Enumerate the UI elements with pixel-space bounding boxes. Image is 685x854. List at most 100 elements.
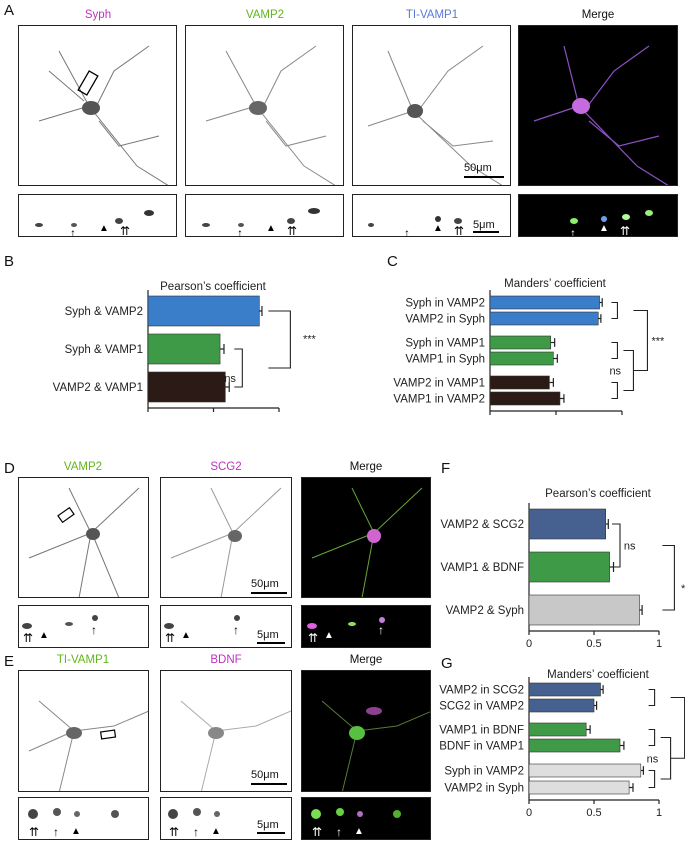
d-merge-neuron (311, 487, 423, 597)
svg-text:↑: ↑ (237, 226, 243, 237)
c-bracket-ns (623, 349, 634, 392)
svg-text:▲: ▲ (354, 826, 364, 837)
b-bar-0 (147, 295, 260, 327)
g-chart-title: Manders’ coefficient (547, 669, 649, 681)
panel-label-e: E (4, 653, 15, 670)
svg-text:⇈: ⇈ (169, 825, 179, 839)
e-title-merge: Merge (349, 654, 383, 666)
d-merge-inset: ⇈ ▲ ↑ (301, 605, 431, 648)
svg-text:↑: ↑ (404, 226, 410, 237)
d-scg2-neuron (170, 487, 282, 597)
c-bracket-sig (633, 309, 648, 372)
b-x-tick-label-0: 0 (145, 415, 151, 416)
d-scalebar-inset (257, 642, 285, 644)
a-scalebar-main-label: 50μm (464, 162, 492, 174)
f-label-sig: *** (681, 583, 685, 595)
g-bracket-g3 (648, 769, 656, 789)
g-bracket-ns (660, 736, 672, 780)
b-bracket-sig (268, 310, 291, 369)
f-label-ns: ns (624, 541, 636, 553)
svg-text:▲: ▲ (433, 223, 443, 234)
e-tivamp1-inset-puncta: ⇈ ↑ ▲ (28, 808, 119, 839)
g-bar-0 (528, 682, 601, 697)
g-bar-4 (528, 763, 642, 778)
g-category-label-2: VAMP1 in BDNF (439, 725, 524, 737)
c-category-label-4: VAMP2 in VAMP1 (393, 378, 485, 390)
b-bracket-ns (234, 348, 243, 388)
f-bar-2 (528, 594, 640, 626)
g-bracket-g1 (648, 688, 656, 707)
a-tivamp1-inset-puncta: ↑ ▲ ⇈ (368, 216, 464, 237)
g-bar-5 (528, 780, 630, 795)
g-x-tick-label-0: 0 (526, 807, 532, 819)
c-bar-5 (489, 391, 561, 406)
svg-text:⇈: ⇈ (29, 825, 39, 839)
panel-label-d: D (4, 460, 15, 477)
d-scg2-image: 50μm (160, 477, 292, 598)
svg-text:↑: ↑ (570, 226, 576, 237)
d-title-scg2: SCG2 (210, 461, 242, 473)
d-title-vamp2: VAMP2 (63, 461, 103, 473)
c-bar-1 (489, 311, 599, 326)
c-bracket-g2 (611, 341, 618, 360)
a-merge-inset: ↑ ▲ ⇈ (518, 194, 678, 237)
b-x-tick-label-2: 1 (276, 415, 282, 416)
svg-text:▲: ▲ (39, 630, 49, 641)
d-vamp2-inset: ⇈ ▲ ↑ (18, 605, 149, 648)
svg-text:↑: ↑ (336, 825, 342, 839)
d-scalebar-main (251, 592, 287, 594)
svg-text:↑: ↑ (233, 623, 239, 637)
e-merge-image (301, 670, 431, 792)
d-scg2-inset-puncta: ⇈ ▲ ↑ (164, 615, 240, 645)
svg-text:▲: ▲ (71, 826, 81, 837)
g-bar-3 (528, 738, 621, 753)
d-merge-image (301, 477, 431, 598)
e-tivamp1-neuron (28, 700, 148, 791)
svg-text:⇈: ⇈ (165, 631, 175, 645)
f-bar-1 (528, 551, 610, 583)
e-bdnf-image: 50μm (160, 670, 292, 792)
svg-text:▲: ▲ (324, 630, 334, 641)
b-label-sig: *** (303, 334, 317, 346)
a-title-syph: Syph (84, 9, 112, 21)
e-title-tivamp1: TI-VAMP1 (56, 654, 110, 666)
d-scalebar-main-label: 50μm (251, 578, 279, 590)
svg-text:▲: ▲ (99, 223, 109, 234)
c-label-sig: *** (651, 336, 665, 348)
chart-f: Pearson’s coefficient 0 0.5 1 VAMP2 & SCG2 VA… (440, 488, 685, 650)
f-x-tick-label-2: 1 (656, 638, 662, 650)
e-bdnf-inset-puncta: ⇈ ↑ ▲ (168, 808, 221, 839)
c-bar-2 (489, 335, 552, 350)
f-category-label-2: VAMP2 & Syph (446, 605, 524, 617)
e-merge-neuron (321, 700, 430, 791)
g-bracket-g2 (648, 728, 656, 747)
svg-text:⇈: ⇈ (454, 224, 464, 237)
a-syph-inset-arrow: ↑ (70, 226, 76, 237)
svg-text:⇈: ⇈ (308, 631, 318, 645)
c-category-label-2: Syph in VAMP1 (405, 338, 485, 350)
panel-label-g: G (441, 655, 453, 672)
g-category-label-1: SCG2 in VAMP2 (439, 701, 524, 713)
e-tivamp1-inset: ⇈ ↑ ▲ (18, 797, 149, 840)
a-scalebar-inset-label: 5μm (473, 219, 495, 231)
g-category-label-5: VAMP2 in Syph (444, 783, 524, 795)
d-vamp2-inset-puncta: ⇈ ▲ ↑ (22, 615, 98, 645)
d-title-merge: Merge (349, 461, 383, 473)
a-tivamp1-image: 50μm (352, 25, 511, 186)
a-scalebar-main (464, 176, 504, 178)
svg-text:▲: ▲ (211, 826, 221, 837)
g-x-tick-label-2: 1 (656, 807, 662, 819)
a-scalebar-inset (473, 231, 499, 233)
g-category-label-3: BDNF in VAMP1 (439, 741, 524, 753)
c-label-ns: ns (609, 366, 621, 378)
f-category-label-1: VAMP1 & BDNF (441, 562, 525, 574)
g-bar-1 (528, 698, 595, 713)
a-vamp2-inset-puncta: ↑ ▲ ⇈ (202, 208, 320, 237)
f-bar-0 (528, 508, 606, 540)
e-tivamp1-image (18, 670, 149, 792)
c-bar-4 (489, 375, 550, 390)
g-category-label-0: VAMP2 in SCG2 (439, 685, 524, 697)
svg-text:⇈: ⇈ (120, 224, 130, 237)
a-tivamp1-inset: ↑ ▲ ⇈ 5μm (352, 194, 511, 237)
